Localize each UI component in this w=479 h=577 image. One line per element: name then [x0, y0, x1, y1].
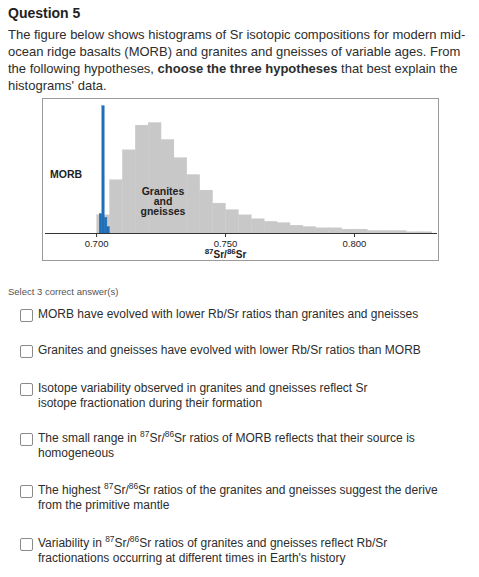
x-tick	[354, 233, 355, 237]
x-tick	[96, 233, 97, 237]
histogram-bar	[264, 221, 277, 233]
histogram-bar	[251, 219, 264, 233]
histogram-bar	[109, 180, 122, 233]
histogram-bar	[329, 228, 342, 233]
x-axis-line	[45, 233, 437, 234]
histogram-bar	[290, 225, 303, 233]
histogram-bar	[238, 215, 251, 233]
histogram-bar	[213, 203, 226, 233]
series-label: MORB	[50, 168, 82, 180]
histogram-bar	[107, 227, 110, 234]
histogram-bar	[406, 232, 419, 233]
option-text[interactable]: Granites and gneisses have evolved with …	[38, 343, 468, 358]
question-title: Question 5	[8, 5, 80, 21]
histogram-bar	[187, 175, 200, 234]
x-axis-label: 87Sr/86Sr	[205, 247, 247, 261]
histogram-bar	[354, 229, 367, 233]
histogram-bar	[303, 227, 316, 234]
option-text[interactable]: Variability in 87Sr/86Sr ratios of grani…	[38, 536, 436, 566]
x-tick-label: 0.700	[85, 238, 109, 249]
checkbox[interactable]	[20, 485, 33, 498]
checkbox[interactable]	[20, 345, 33, 358]
histogram-bar	[419, 232, 432, 233]
histogram-bar	[342, 229, 355, 233]
x-tick	[225, 233, 226, 237]
checkbox[interactable]	[20, 538, 33, 551]
histogram-bar	[367, 230, 380, 233]
question-text-segment: choose the three hypotheses	[158, 61, 338, 76]
histogram-bar	[102, 106, 105, 233]
histogram-bar	[380, 230, 393, 233]
checkbox[interactable]	[20, 433, 33, 446]
instruction: Select 3 correct answer(s)	[8, 286, 118, 297]
histogram-bar	[277, 223, 290, 233]
histogram-bar	[200, 190, 213, 233]
histogram-bar	[226, 210, 239, 233]
option-text[interactable]: Isotope variability observed in granites…	[38, 381, 390, 411]
series-label: Granitesandgneisses	[141, 185, 186, 217]
question-text: The figure below shows histograms of Sr …	[8, 26, 470, 94]
x-tick-label: 0.800	[343, 238, 367, 249]
chart-frame	[43, 99, 439, 261]
checkbox[interactable]	[20, 309, 33, 322]
checkbox[interactable]	[20, 383, 33, 396]
histogram-bar	[99, 214, 102, 234]
histogram-bar	[393, 230, 406, 233]
histogram-bar	[122, 150, 135, 233]
histogram-bar	[316, 228, 329, 233]
option-text[interactable]: The highest 87Sr/86Sr ratios of the gran…	[38, 483, 463, 513]
option-text[interactable]: The small range in 87Sr/86Sr ratios of M…	[38, 431, 416, 461]
histogram-chart: 0.7000.7500.80087Sr/86SrGranitesandgneis…	[42, 98, 439, 261]
option-text[interactable]: MORB have evolved with lower Rb/Sr ratio…	[38, 307, 468, 322]
bars	[97, 106, 432, 233]
histogram-bar	[104, 217, 107, 233]
